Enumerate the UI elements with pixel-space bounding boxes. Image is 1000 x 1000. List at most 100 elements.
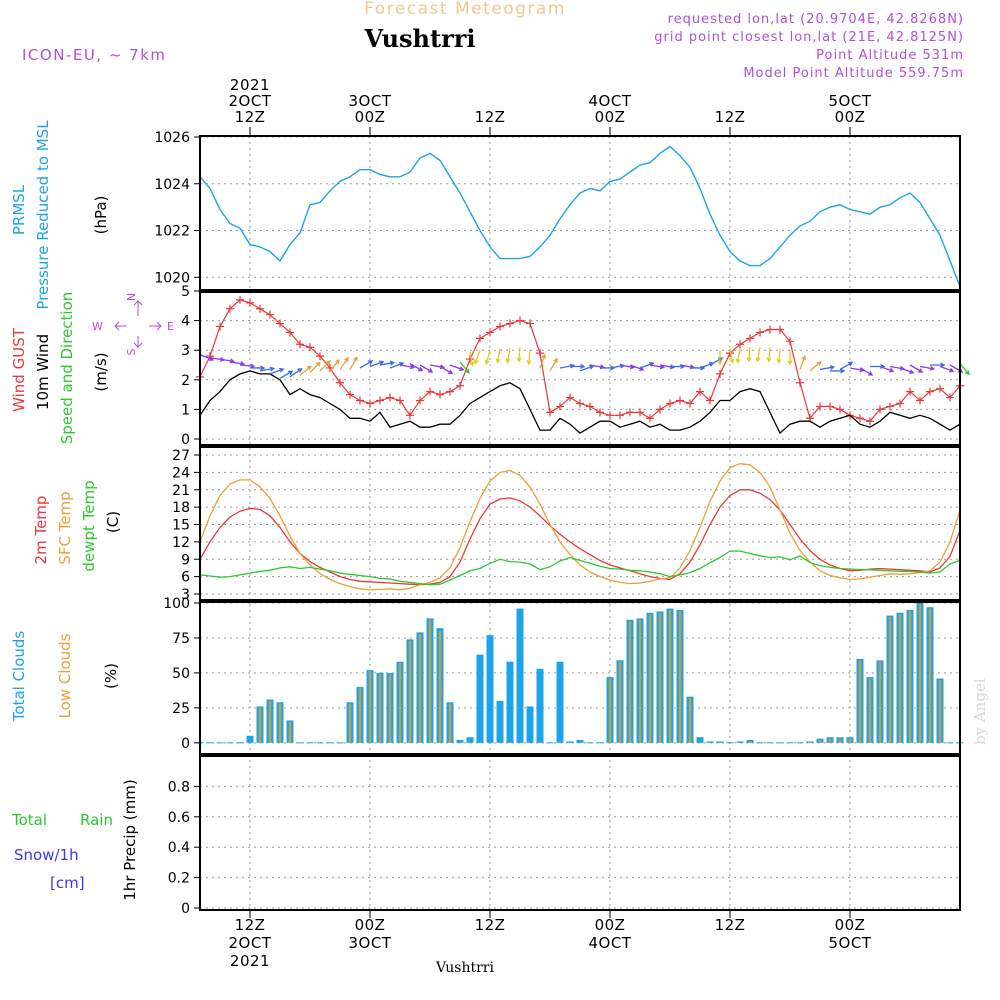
gust-point bbox=[906, 387, 914, 396]
total-rain-label-total: Total bbox=[11, 811, 47, 829]
gust-point bbox=[526, 319, 534, 328]
total-cloud-bar bbox=[556, 661, 564, 743]
low-cloud-bar bbox=[428, 619, 432, 743]
gust-point bbox=[536, 349, 544, 358]
total-cloud-bar bbox=[566, 741, 574, 743]
wind-direction-arrow bbox=[539, 353, 547, 369]
wind-direction-arrow bbox=[239, 363, 256, 369]
gust-point bbox=[866, 417, 874, 426]
low-cloud-bar bbox=[638, 619, 642, 743]
low-cloud-bar bbox=[278, 703, 282, 743]
wind-direction-label: Speed and Direction bbox=[58, 292, 76, 445]
compass-west: W bbox=[92, 320, 103, 333]
y-tick-label: 50 bbox=[172, 666, 190, 682]
wind-direction-arrow bbox=[505, 348, 511, 364]
gust-point bbox=[556, 402, 564, 411]
low-cloud-bar bbox=[668, 609, 672, 743]
low-cloud-bar bbox=[858, 660, 862, 743]
low-cloud-bar bbox=[628, 621, 632, 743]
y-tick-label: 18 bbox=[172, 500, 190, 516]
wind-direction-arrow bbox=[766, 347, 772, 363]
panel-frame-precip bbox=[199, 755, 961, 911]
gust-point bbox=[616, 411, 624, 420]
total-cloud-bar bbox=[526, 706, 534, 743]
clouds-unit: (%) bbox=[102, 663, 120, 689]
gust-point bbox=[696, 387, 704, 396]
low-clouds-label: Low Clouds bbox=[56, 633, 74, 718]
wind-direction-arrow bbox=[279, 370, 294, 379]
total-cloud-bar bbox=[506, 661, 514, 743]
gust-point bbox=[366, 399, 374, 408]
gust-point bbox=[656, 405, 664, 414]
gust-point bbox=[756, 328, 764, 337]
wind-direction-arrow bbox=[269, 367, 285, 375]
wind-direction-arrow bbox=[309, 361, 321, 373]
gust-point bbox=[246, 298, 254, 307]
total-cloud-bar bbox=[466, 737, 474, 743]
wind-direction-arrow bbox=[819, 365, 836, 371]
wind-direction-arrow bbox=[289, 368, 303, 378]
snow-label: Snow/1h bbox=[14, 846, 79, 864]
gust-point bbox=[786, 337, 794, 346]
low-cloud-bar bbox=[888, 616, 892, 743]
snow-unit-label: [cm] bbox=[50, 874, 85, 892]
wind-direction-arrow bbox=[729, 348, 735, 364]
bottom-time-label: 4OCT bbox=[589, 934, 632, 952]
low-cloud-bar bbox=[678, 611, 682, 743]
wind-direction-arrow bbox=[746, 347, 752, 363]
wind-direction-arrow bbox=[549, 357, 558, 372]
low-cloud-bar bbox=[828, 738, 832, 743]
series-line-prmsl bbox=[199, 145, 961, 287]
temp-unit: (C) bbox=[104, 511, 122, 533]
total-cloud-bar bbox=[706, 741, 714, 743]
panel-frame-wind bbox=[199, 291, 961, 446]
series-line-sfc-temp bbox=[199, 463, 961, 591]
top-time-label: 4OCT bbox=[589, 92, 632, 110]
requested-coords: requested lon,lat (20.9704E, 42.8268N) bbox=[668, 12, 964, 27]
bottom-time-label: 3OCT bbox=[349, 934, 392, 952]
gust-point bbox=[446, 387, 454, 396]
gust-point bbox=[836, 405, 844, 414]
wind-direction-arrow bbox=[879, 365, 895, 373]
wind-direction-arrow bbox=[526, 350, 532, 366]
top-time-label: 00Z bbox=[355, 108, 386, 126]
y-tick-label: 12 bbox=[172, 535, 190, 551]
wind-direction-arrow bbox=[349, 356, 358, 370]
gust-point bbox=[356, 396, 364, 405]
top-time-label: 2021 bbox=[230, 76, 270, 94]
gust-point bbox=[386, 393, 394, 402]
gust-point bbox=[876, 405, 884, 414]
total-cloud-bar bbox=[746, 740, 754, 743]
low-cloud-bar bbox=[838, 738, 842, 743]
wind-direction-arrow bbox=[830, 368, 846, 374]
gust-point bbox=[576, 399, 584, 408]
low-cloud-bar bbox=[258, 707, 262, 743]
grid-point-coords: grid point closest lon,lat (21E, 42.8125… bbox=[654, 30, 964, 45]
wind-direction-arrow bbox=[717, 350, 723, 366]
wind-direction-arrow bbox=[755, 347, 761, 363]
gust-point bbox=[686, 399, 694, 408]
gust-point bbox=[626, 408, 634, 417]
total-clouds-label: Total Clouds bbox=[10, 631, 28, 723]
y-tick-label: 0 bbox=[181, 736, 190, 752]
low-cloud-bar bbox=[868, 678, 872, 743]
total-cloud-bar bbox=[576, 740, 584, 743]
wind-direction-arrow bbox=[469, 351, 475, 367]
total-cloud-bar bbox=[486, 635, 494, 743]
gust-point bbox=[426, 387, 434, 396]
temp-dewpt-label: dewpt Temp bbox=[80, 480, 98, 571]
gust-point bbox=[546, 408, 554, 417]
wind-direction-arrow bbox=[399, 364, 416, 370]
bottom-time-label: 12Z bbox=[475, 916, 506, 934]
compass-east: E bbox=[167, 320, 174, 333]
gust-point bbox=[886, 402, 894, 411]
wind-direction-arrow bbox=[495, 348, 501, 364]
gust-point bbox=[856, 414, 864, 423]
pressure-label-prmsl: PRMSL bbox=[10, 184, 28, 235]
series-line-10m-wind bbox=[199, 370, 961, 435]
y-tick-label: 0.2 bbox=[168, 871, 190, 887]
low-cloud-bar bbox=[448, 703, 452, 743]
y-tick-label: 3 bbox=[181, 343, 190, 359]
low-cloud-bar bbox=[938, 679, 942, 743]
gust-point bbox=[396, 396, 404, 405]
